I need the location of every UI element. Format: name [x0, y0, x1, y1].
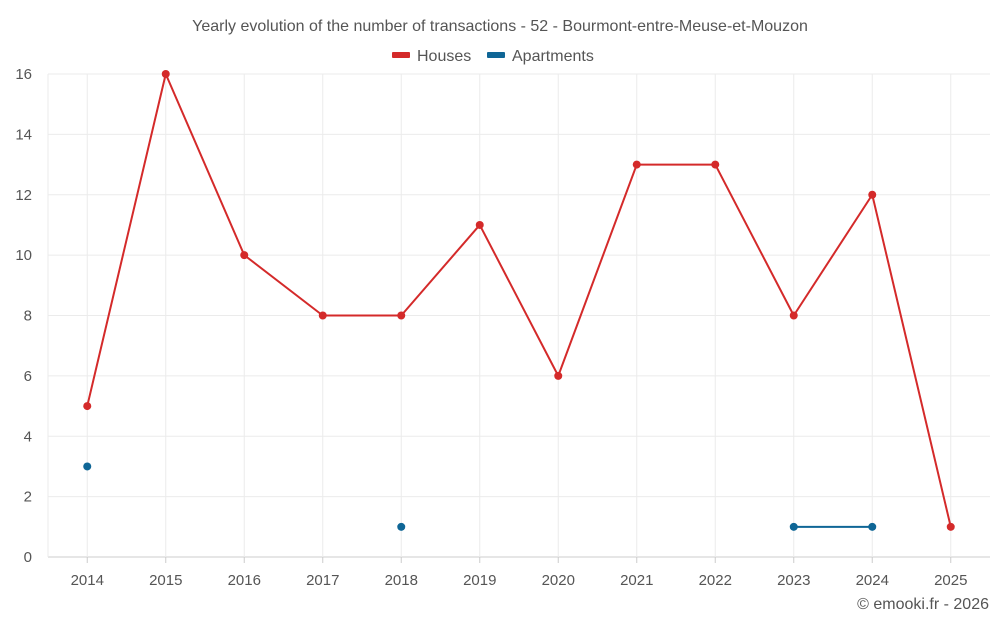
x-tick-label: 2020: [542, 572, 575, 589]
houses-point[interactable]: [475, 220, 484, 229]
x-tick-label: 2022: [699, 572, 732, 589]
y-tick-label: 0: [24, 549, 32, 566]
x-tick-label: 2015: [149, 572, 182, 589]
y-tick-label: 6: [24, 368, 32, 385]
y-tick-label: 4: [24, 428, 32, 445]
y-tick-label: 10: [15, 247, 32, 264]
series-layer: [83, 70, 955, 531]
series-houses: [83, 70, 955, 531]
houses-line: [86, 73, 952, 528]
legend-swatch: [392, 52, 410, 58]
y-tick-label: 14: [15, 126, 32, 143]
x-tick-label: 2025: [934, 572, 967, 589]
x-tick-label: 2023: [777, 572, 810, 589]
x-tick-label: 2014: [71, 572, 104, 589]
credit-text: © emooki.fr - 2026: [857, 596, 989, 613]
legend-label: Apartments: [512, 48, 594, 65]
grid: [48, 73, 990, 558]
y-tick-label: 8: [24, 308, 32, 325]
houses-point[interactable]: [946, 522, 955, 531]
apartments-point[interactable]: [397, 522, 406, 531]
houses-point[interactable]: [711, 160, 720, 169]
houses-point[interactable]: [789, 311, 798, 320]
legend: Houses Apartments: [392, 48, 594, 65]
houses-point[interactable]: [397, 311, 406, 320]
x-tick-label: 2017: [306, 572, 339, 589]
legend-item-houses[interactable]: Houses: [392, 48, 471, 65]
houses-point[interactable]: [83, 402, 92, 411]
houses-point[interactable]: [868, 190, 877, 199]
houses-point[interactable]: [318, 311, 327, 320]
houses-point[interactable]: [240, 251, 249, 260]
legend-label: Houses: [417, 48, 471, 65]
houses-point[interactable]: [554, 371, 563, 380]
x-tick-label: 2021: [620, 572, 653, 589]
apartments-point[interactable]: [83, 462, 92, 471]
axes: 0 2 4 6 8 10 12 14 16 2014 2015 2016 2017 2018 2019 202…: [15, 66, 967, 589]
series-apartments: [83, 462, 877, 531]
houses-point[interactable]: [161, 70, 170, 78]
x-tick-label: 2018: [385, 572, 418, 589]
legend-swatch: [487, 52, 505, 58]
houses-point[interactable]: [632, 160, 641, 169]
chart-title: Yearly evolution of the number of transa…: [192, 18, 808, 35]
y-tick-label: 2: [24, 489, 32, 506]
x-tick-label: 2019: [463, 572, 496, 589]
y-tick-label: 12: [15, 187, 32, 204]
y-tick-label: 16: [15, 66, 32, 83]
apartments-point[interactable]: [868, 522, 877, 531]
x-tick-label: 2016: [228, 572, 261, 589]
legend-item-apartments[interactable]: Apartments: [487, 48, 594, 65]
apartments-point[interactable]: [789, 522, 798, 531]
x-tick-label: 2024: [856, 572, 889, 589]
